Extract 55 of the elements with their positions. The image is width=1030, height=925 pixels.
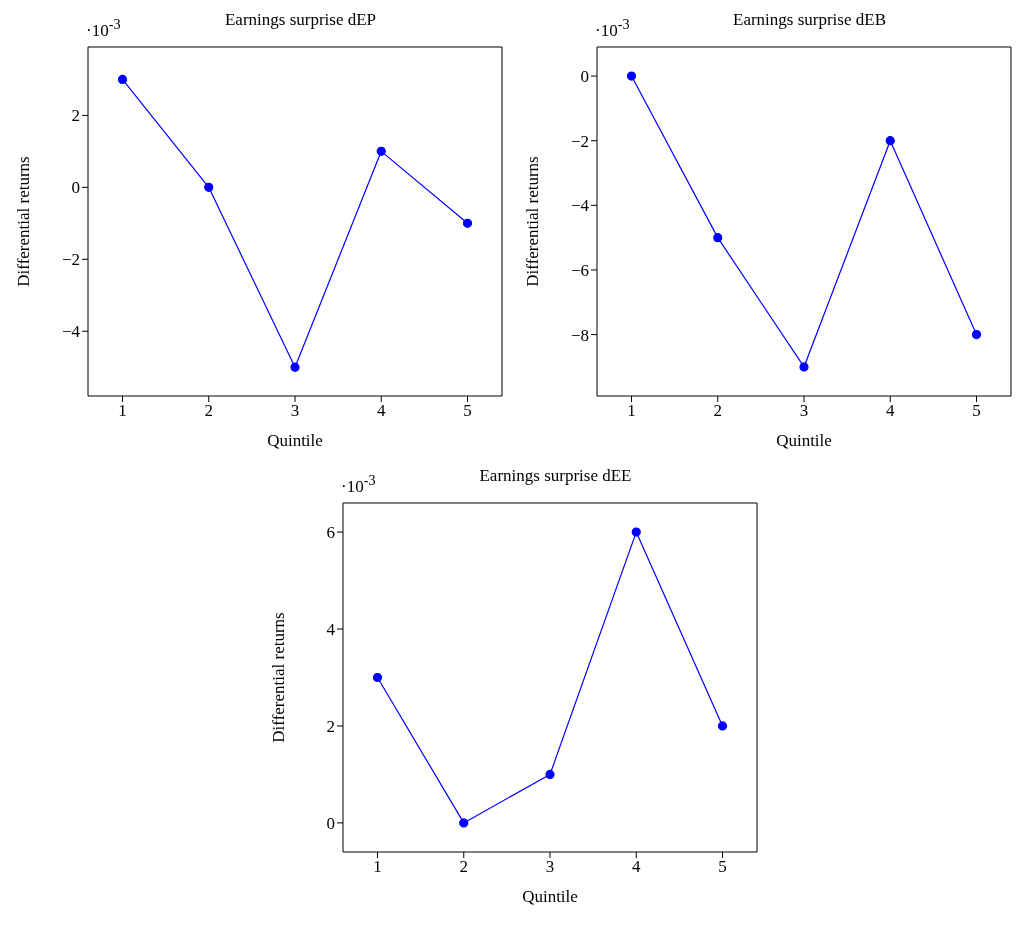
point xyxy=(713,233,723,243)
y-tick-label: 2 xyxy=(71,106,80,126)
point xyxy=(545,769,555,780)
point xyxy=(971,330,982,340)
x-tick-label: 5 xyxy=(718,857,727,877)
point xyxy=(290,362,300,372)
point xyxy=(799,362,809,372)
chart-title: Earnings surprise dEB xyxy=(733,10,886,29)
x-tick-label: 4 xyxy=(377,401,386,421)
text: ·10$^{-3}$ xyxy=(341,472,376,497)
x-tick-label: 5 xyxy=(972,401,981,421)
y-axis-title: Differential returns xyxy=(523,156,543,287)
y-tick-label: −8 xyxy=(570,325,589,345)
y-tick-label: 2 xyxy=(326,717,335,737)
point xyxy=(117,74,128,84)
point xyxy=(376,146,386,156)
chart-title: Earnings surprise dEE xyxy=(479,466,632,485)
text: ·10$^{-3}$ xyxy=(595,16,630,41)
x-tick-label: 2 xyxy=(204,401,213,421)
x-axis-title: Quintile xyxy=(776,431,832,450)
x-tick-label: 4 xyxy=(886,401,895,421)
y-tick-label: 0 xyxy=(580,67,589,87)
x-tick-label: 3 xyxy=(545,857,555,877)
point xyxy=(631,527,641,537)
point xyxy=(717,721,728,731)
x-tick-label: 1 xyxy=(373,857,382,877)
point xyxy=(204,182,214,192)
x-axis-title: Quintile xyxy=(267,431,323,450)
x-tick-label: 3 xyxy=(799,401,809,421)
point xyxy=(459,818,469,828)
point xyxy=(372,672,383,683)
y-tick-label: −6 xyxy=(570,261,589,281)
x-tick-label: 4 xyxy=(632,857,641,877)
point xyxy=(626,71,637,81)
x-tick-label: 2 xyxy=(713,401,722,421)
y-tick-label: 0 xyxy=(71,178,80,198)
y-tick-label: 0 xyxy=(326,813,335,833)
x-tick-label: 2 xyxy=(459,857,468,877)
text: ·10$^{-3}$ xyxy=(86,16,121,41)
y-tick-label: −2 xyxy=(61,250,80,270)
y-tick-label: 4 xyxy=(326,620,336,640)
x-axis-title: Quintile xyxy=(522,887,578,906)
x-tick-label: 1 xyxy=(118,401,127,421)
y-tick-label: −4 xyxy=(61,322,81,342)
x-tick-label: 3 xyxy=(290,401,300,421)
y-axis-title: Differential returns xyxy=(269,612,289,743)
y-tick-label: −2 xyxy=(570,131,589,151)
y-axis-title: Differential returns xyxy=(14,156,34,287)
y-tick-label: −4 xyxy=(570,196,590,216)
y-tick-label: 6 xyxy=(326,523,335,543)
point xyxy=(462,218,473,228)
x-tick-label: 1 xyxy=(627,401,636,421)
point xyxy=(885,136,895,146)
x-tick-label: 5 xyxy=(463,401,472,421)
chart-title: Earnings surprise dEP xyxy=(224,10,377,29)
